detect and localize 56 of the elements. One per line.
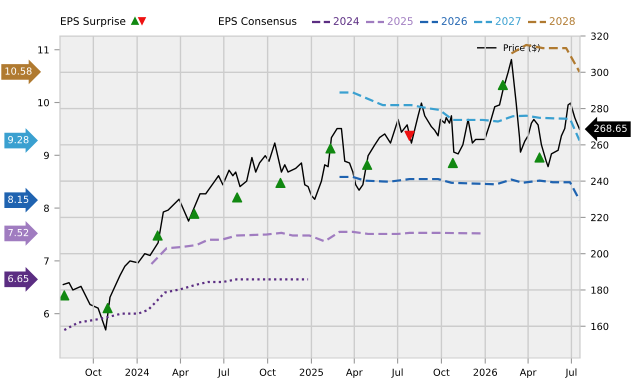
point [325, 143, 336, 154]
point [102, 303, 113, 314]
text: 9.28 [8, 136, 28, 144]
x-tick-label: Jul [391, 368, 403, 378]
x-tick-label: Apr [520, 368, 537, 378]
line-series [338, 176, 580, 202]
text: EPS Surprise [61, 16, 126, 28]
point [404, 130, 415, 141]
line-series [338, 91, 580, 142]
point [152, 230, 163, 241]
x-tick-label: Jul [217, 368, 229, 378]
y-tick-label: 9 [44, 152, 49, 160]
y-tick-label: 8 [44, 204, 49, 212]
y2-tick-label: 240 [591, 178, 608, 185]
point [362, 160, 372, 170]
x-tick-label: Jul [565, 368, 576, 378]
point [498, 80, 508, 90]
x-tick-label: Apr [172, 368, 189, 378]
line-series [62, 58, 580, 331]
text: 7.52 [8, 228, 28, 236]
legend-label: 2027 [496, 17, 521, 26]
point [232, 192, 242, 203]
y-tick-label: 10 [38, 98, 49, 106]
y-tick-label: 11 [38, 46, 49, 54]
x-tick-label: Oct [260, 368, 276, 376]
text: 6.65 [8, 274, 28, 282]
x-tick-label: 2026 [474, 368, 497, 376]
point [448, 158, 458, 168]
y2-tick-label: 160 [591, 322, 608, 330]
x-tick-label: 2024 [125, 368, 149, 376]
y2-tick-label: 200 [591, 250, 608, 258]
point [60, 290, 70, 300]
legend-label: 2025 [388, 17, 413, 26]
data-label: 268.65 [594, 124, 627, 132]
point [189, 208, 200, 219]
legend-label: 2028 [550, 17, 575, 26]
line-series [63, 278, 310, 332]
x-tick-label: Oct [434, 368, 450, 376]
text: 8.15 [8, 196, 28, 203]
y-tick-label: 6 [44, 310, 49, 318]
y2-tick-label: 180 [591, 286, 608, 294]
x-tick-label: Apr [346, 368, 363, 378]
y2-tick-label: 220 [591, 214, 608, 222]
y2-tick-label: 260 [591, 141, 608, 149]
x-tick-label: Oct [85, 368, 102, 376]
point [534, 152, 545, 163]
y2-tick-label: 280 [591, 105, 608, 112]
x-tick-label: 2025 [300, 368, 323, 376]
y2-tick-label: 320 [591, 32, 608, 40]
y2-tick-label: 300 [591, 68, 608, 76]
y-tick-label: 7 [44, 257, 49, 265]
legend-title: EPS Consensus [219, 17, 296, 26]
point [275, 178, 286, 188]
legend-label: 2026 [442, 17, 467, 26]
legend-label: 2024 [334, 17, 359, 26]
text: 10.58 [5, 67, 32, 75]
